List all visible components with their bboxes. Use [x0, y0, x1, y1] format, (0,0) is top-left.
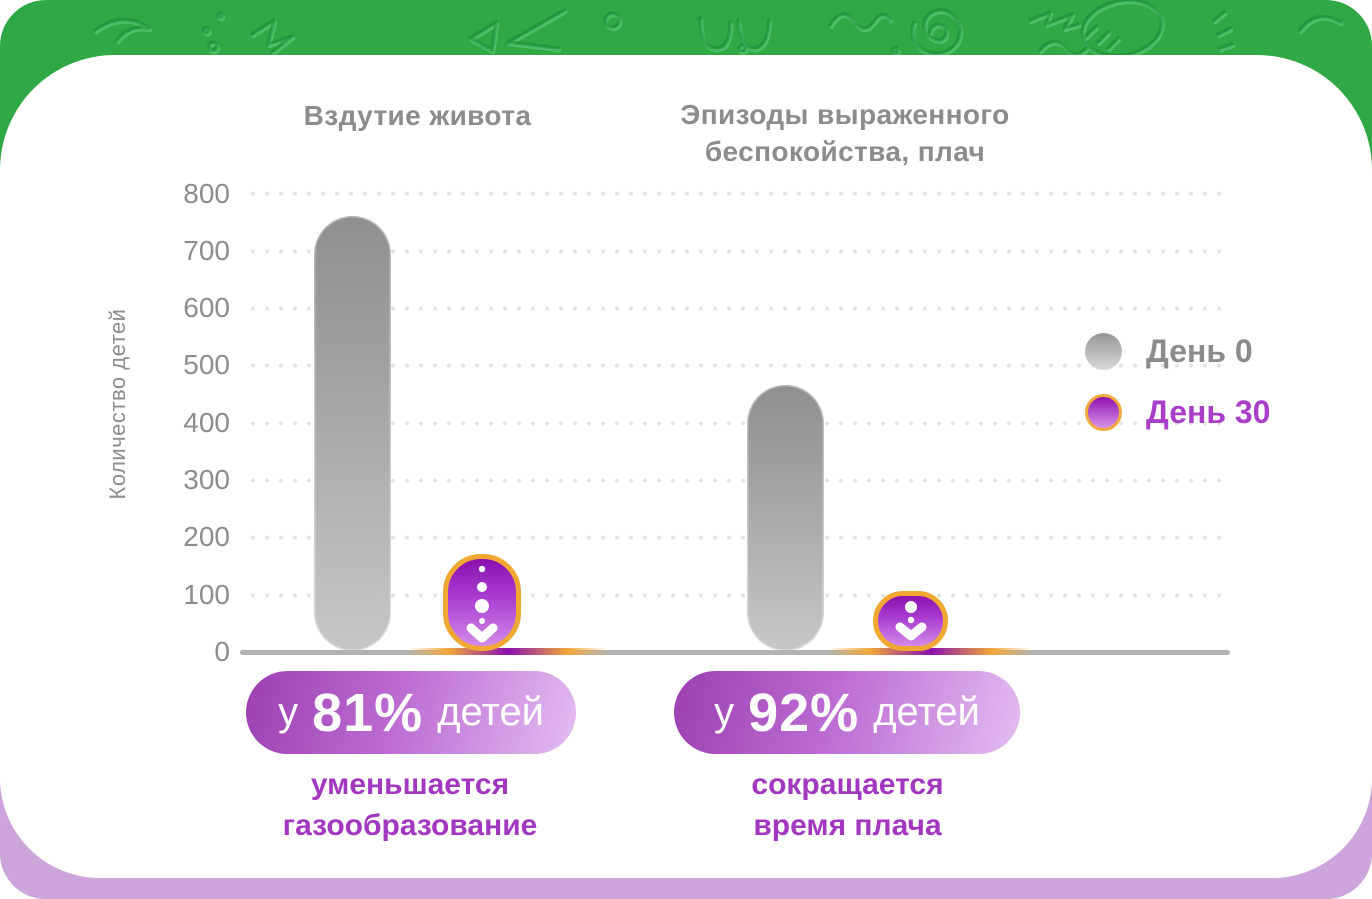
gridline	[246, 593, 1230, 598]
callout-pill-crying: у 92% детей	[674, 671, 1020, 754]
legend-item-day30: День 30	[1085, 394, 1270, 431]
callout-suffix: детей	[437, 690, 544, 734]
y-tick-label: 0	[214, 636, 230, 667]
bar-day30-bloating	[443, 554, 521, 651]
y-tick-label: 500	[183, 349, 230, 380]
gridline	[246, 535, 1230, 540]
y-tick-label: 800	[183, 178, 230, 209]
callout-suffix: детей	[873, 690, 980, 734]
bar-day30-crying	[873, 591, 948, 651]
y-tick-label: 200	[183, 521, 230, 552]
legend-marker-day30	[1085, 394, 1122, 431]
gridline	[246, 191, 1230, 196]
chart-title-bloating: Вздутие живота	[303, 100, 532, 131]
callout-percent: 92%	[748, 682, 860, 743]
y-tick-label: 100	[183, 579, 230, 610]
gridline	[246, 249, 1230, 254]
caption-crying: сокращается время плача	[751, 768, 944, 842]
legend-label-day0: День 0	[1146, 333, 1253, 369]
gridline	[246, 478, 1230, 483]
y-tick-label: 300	[183, 464, 230, 495]
callout-percent: 81%	[312, 682, 424, 743]
legend-marker-day0	[1085, 333, 1122, 370]
legend-label-day30: День 30	[1146, 394, 1271, 430]
legend-item-day0: День 0	[1085, 333, 1253, 370]
chart-title-crying: Эпизоды выраженного беспокойства, плач	[680, 99, 1010, 167]
decrease-arrow-icon	[466, 565, 498, 642]
axis-glow-day30	[828, 648, 1033, 655]
gridline	[246, 306, 1230, 311]
x-axis-line	[240, 650, 1230, 655]
y-axis-title: Количество детей	[105, 308, 130, 500]
caption-bloating: уменьшается газообразование	[282, 768, 538, 842]
y-tick-label: 700	[183, 235, 230, 266]
gridline	[246, 363, 1230, 368]
y-tick-label: 600	[183, 292, 230, 323]
bar-day0-bloating	[314, 216, 391, 651]
callout-prefix: у	[714, 690, 735, 734]
axis-glow-day30	[408, 648, 608, 655]
callout-prefix: у	[278, 690, 299, 734]
decrease-arrow-icon	[895, 601, 926, 641]
gridline	[246, 421, 1230, 426]
y-tick-label: 400	[183, 407, 230, 438]
callout-pill-bloating: у 81% детей	[246, 671, 576, 754]
bar-day0-crying	[747, 385, 824, 651]
